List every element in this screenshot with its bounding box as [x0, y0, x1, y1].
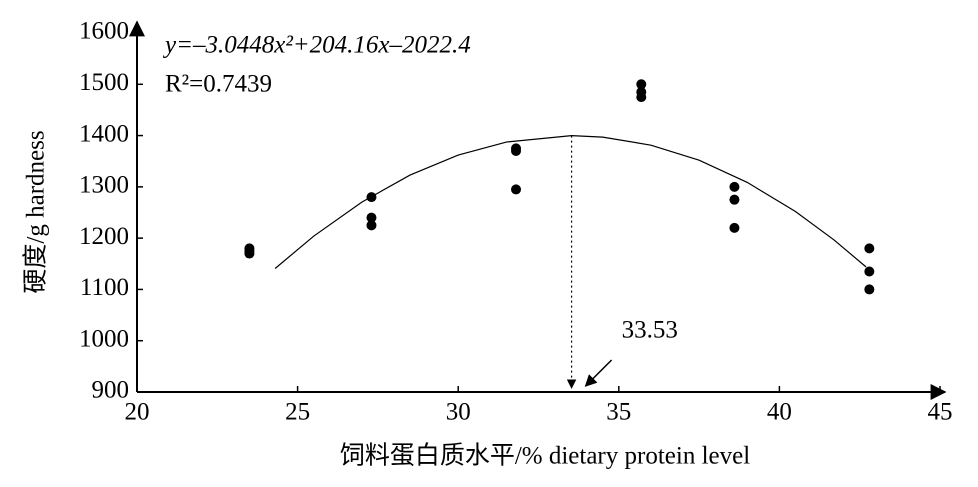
y-axis-label: 硬度/g hardness [22, 130, 50, 293]
fit-curve [274, 135, 867, 269]
x-tick-label: 40 [767, 399, 792, 426]
r-squared: R²=0.7439 [165, 71, 272, 98]
annotation-label: 33.53 [622, 317, 678, 344]
annotation-arrow [584, 359, 613, 387]
x-axis-label: 饲料蛋白质水平/% dietary protein level [340, 442, 750, 470]
y-tick-label: 1300 [79, 172, 129, 199]
data-point [511, 145, 522, 156]
data-point [729, 222, 740, 233]
data-point [366, 192, 377, 203]
y-tick-label: 900 [92, 377, 130, 404]
data-point [864, 284, 875, 295]
data-point [366, 220, 377, 231]
data-point [244, 248, 255, 259]
data-point [864, 243, 875, 254]
y-tick-label: 1200 [79, 223, 129, 250]
x-tick-label: 30 [446, 399, 471, 426]
y-tick-label: 1400 [79, 120, 129, 147]
data-point [511, 184, 522, 195]
data-point [729, 194, 740, 205]
x-tick-label: 25 [285, 399, 310, 426]
data-point [729, 181, 740, 192]
data-point [366, 212, 377, 223]
y-tick-label: 1100 [80, 274, 129, 301]
y-tick-label: 1500 [79, 69, 129, 96]
data-point [636, 92, 647, 103]
equation: y=–3.0448x²+204.16x–2022.4 [162, 32, 471, 59]
x-tick-label: 20 [125, 399, 150, 426]
y-tick-label: 1000 [79, 325, 129, 352]
data-point [636, 79, 647, 90]
x-tick-label: 45 [928, 399, 953, 426]
data-point [864, 266, 875, 277]
x-tick-label: 35 [606, 399, 631, 426]
y-tick-label: 1600 [79, 18, 129, 45]
